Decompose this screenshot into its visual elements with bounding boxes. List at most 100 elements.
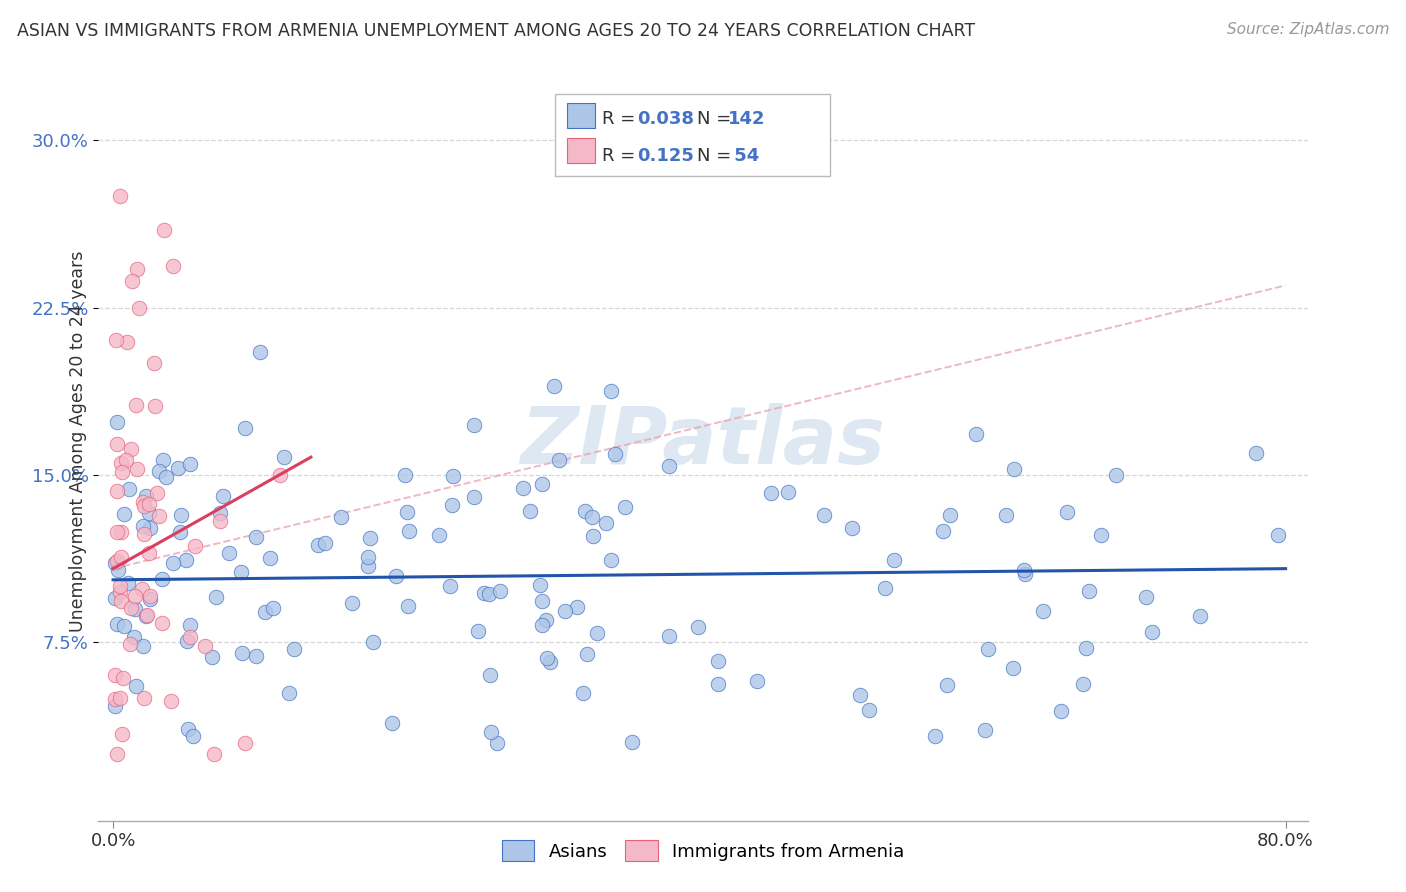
Point bbox=[111, 727, 134, 741]
Point bbox=[110, 524, 132, 539]
Point bbox=[965, 426, 987, 441]
Point bbox=[138, 506, 160, 520]
Point bbox=[218, 546, 240, 560]
Text: 0.125: 0.125 bbox=[637, 147, 693, 165]
Text: 142: 142 bbox=[728, 110, 766, 128]
Point bbox=[1078, 584, 1101, 599]
Point bbox=[381, 715, 404, 730]
Point bbox=[136, 608, 159, 623]
Point bbox=[858, 704, 880, 718]
Point bbox=[153, 222, 176, 236]
Point bbox=[134, 500, 156, 514]
Point bbox=[1032, 604, 1054, 618]
Point bbox=[269, 468, 291, 483]
Point bbox=[534, 613, 557, 627]
Point bbox=[212, 489, 235, 503]
Point bbox=[108, 579, 131, 593]
Point bbox=[249, 345, 271, 359]
Point bbox=[176, 633, 198, 648]
Point bbox=[105, 617, 128, 632]
Point bbox=[385, 569, 408, 583]
Point bbox=[105, 525, 128, 540]
Point bbox=[1244, 446, 1267, 460]
Point bbox=[179, 630, 201, 644]
Point bbox=[278, 686, 301, 700]
Text: 0.038: 0.038 bbox=[637, 110, 695, 128]
Point bbox=[1074, 640, 1097, 655]
Point bbox=[174, 552, 197, 566]
Point bbox=[849, 688, 872, 702]
Point bbox=[128, 301, 150, 315]
Point bbox=[160, 694, 183, 708]
Point bbox=[620, 735, 643, 749]
Point bbox=[194, 640, 217, 654]
Point bbox=[103, 668, 125, 682]
Point bbox=[127, 261, 149, 276]
Point bbox=[575, 648, 598, 662]
Point bbox=[150, 615, 173, 630]
Point bbox=[143, 400, 166, 414]
Point bbox=[231, 646, 253, 660]
Point bbox=[143, 356, 166, 371]
Point bbox=[233, 735, 256, 749]
Point bbox=[283, 642, 305, 657]
Point bbox=[707, 676, 730, 690]
Point bbox=[1188, 609, 1211, 624]
Point bbox=[201, 649, 224, 664]
Point bbox=[135, 609, 157, 624]
Point bbox=[124, 590, 146, 604]
Point bbox=[105, 333, 128, 347]
Point bbox=[440, 498, 463, 512]
Point bbox=[1140, 625, 1163, 640]
Point bbox=[150, 572, 173, 586]
Point bbox=[1002, 461, 1025, 475]
Point bbox=[599, 553, 621, 567]
Point bbox=[614, 500, 637, 515]
Text: 54: 54 bbox=[728, 147, 759, 165]
Point bbox=[307, 538, 329, 552]
Point bbox=[536, 651, 558, 665]
Point bbox=[571, 685, 593, 699]
Point bbox=[103, 556, 125, 570]
Point bbox=[359, 532, 381, 546]
Point bbox=[467, 624, 489, 639]
Point bbox=[1001, 661, 1024, 675]
Point bbox=[441, 469, 464, 483]
Point bbox=[463, 491, 485, 505]
Point bbox=[439, 579, 461, 593]
Point bbox=[110, 691, 132, 706]
Point bbox=[115, 335, 138, 350]
Point bbox=[340, 596, 363, 610]
Point bbox=[1014, 563, 1036, 577]
Point bbox=[595, 516, 617, 530]
Point bbox=[105, 437, 128, 451]
Point bbox=[120, 442, 142, 456]
Point bbox=[132, 494, 155, 508]
Point bbox=[427, 528, 450, 542]
Point bbox=[104, 691, 127, 706]
Point bbox=[110, 593, 132, 607]
Point bbox=[139, 589, 162, 603]
Point bbox=[202, 747, 225, 761]
Point bbox=[104, 591, 127, 605]
Point bbox=[110, 189, 132, 203]
Point bbox=[108, 584, 131, 599]
Point bbox=[122, 630, 145, 644]
Point bbox=[531, 477, 554, 491]
Point bbox=[179, 457, 201, 471]
Text: ASIAN VS IMMIGRANTS FROM ARMENIA UNEMPLOYMENT AMONG AGES 20 TO 24 YEARS CORRELAT: ASIAN VS IMMIGRANTS FROM ARMENIA UNEMPLO… bbox=[17, 22, 974, 40]
Point bbox=[538, 655, 561, 669]
Point bbox=[1073, 677, 1095, 691]
Point bbox=[329, 510, 352, 524]
Point bbox=[125, 679, 148, 693]
Point bbox=[356, 550, 378, 565]
Point bbox=[208, 506, 231, 520]
Point bbox=[1105, 467, 1128, 482]
Point bbox=[110, 549, 132, 564]
Point bbox=[183, 730, 205, 744]
Point bbox=[233, 420, 256, 434]
Point bbox=[658, 458, 681, 473]
Point bbox=[245, 648, 267, 663]
Point bbox=[357, 558, 380, 573]
Point bbox=[117, 482, 139, 496]
